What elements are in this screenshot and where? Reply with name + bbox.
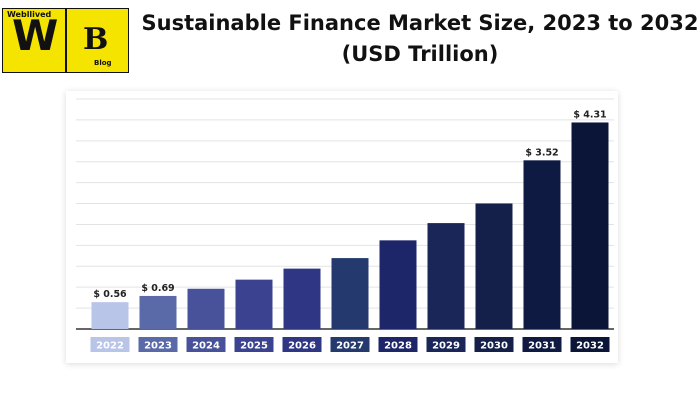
logo-w-box: Webllived W: [3, 9, 67, 72]
bar-2029: [427, 223, 465, 329]
category-label-2027: 2027: [336, 341, 364, 352]
bar-2026: [283, 268, 321, 329]
logo-top-text: Webllived: [7, 10, 52, 19]
category-label-2025: 2025: [240, 341, 268, 352]
bar-2028: [379, 240, 417, 329]
webllived-blog-logo: Webllived W B Blog: [2, 8, 129, 73]
category-label-2026: 2026: [288, 341, 316, 352]
category-label-box-2029: [426, 337, 466, 352]
category-label-2028: 2028: [384, 341, 412, 352]
bar-2030: [475, 203, 513, 329]
bar-2024: [187, 288, 225, 329]
category-label-box-2031: [522, 337, 562, 352]
category-label-2031: 2031: [528, 341, 556, 352]
bar-2027: [331, 258, 369, 329]
category-label-box-2027: [330, 337, 370, 352]
category-label-2029: 2029: [432, 341, 460, 352]
bar-2022: [91, 302, 129, 329]
data-label-2023: $ 0.69: [141, 283, 174, 294]
category-label-2024: 2024: [192, 341, 220, 352]
category-label-box-2026: [282, 337, 322, 352]
logo-blog-text: Blog: [94, 59, 112, 67]
category-label-box-2023: [138, 337, 178, 352]
category-label-box-2030: [474, 337, 514, 352]
chart-card: 2022 $ 0.56 2023 $ 0.69 2024 2025 2026 2027 2028…: [66, 91, 618, 363]
chart-title: Sustainable Finance Market Size, 2023 to…: [141, 11, 699, 66]
category-label-box-2032: [570, 337, 610, 352]
bar-2025: [235, 279, 273, 329]
bar-2023: [139, 295, 177, 329]
category-label-box-2024: [186, 337, 226, 352]
bar-chart: 2022 $ 0.56 2023 $ 0.69 2024 2025 2026 2027 2028…: [76, 98, 614, 352]
data-label-2031: $ 3.52: [525, 147, 558, 158]
category-label-box-2022: [90, 337, 130, 352]
category-label-box-2025: [234, 337, 274, 352]
bar-2032: [571, 122, 609, 330]
logo-letter-b: B: [83, 22, 109, 57]
data-label-2032: $ 4.31: [573, 109, 606, 120]
bar-2031: [523, 160, 561, 329]
category-label-2023: 2023: [144, 341, 172, 352]
data-label-2022: $ 0.56: [93, 289, 127, 300]
category-label-2032: 2032: [576, 341, 604, 352]
category-label-2022: 2022: [96, 341, 124, 352]
category-label-2030: 2030: [480, 341, 508, 352]
logo-letter-w: W: [12, 11, 59, 60]
category-label-box-2028: [378, 337, 418, 352]
